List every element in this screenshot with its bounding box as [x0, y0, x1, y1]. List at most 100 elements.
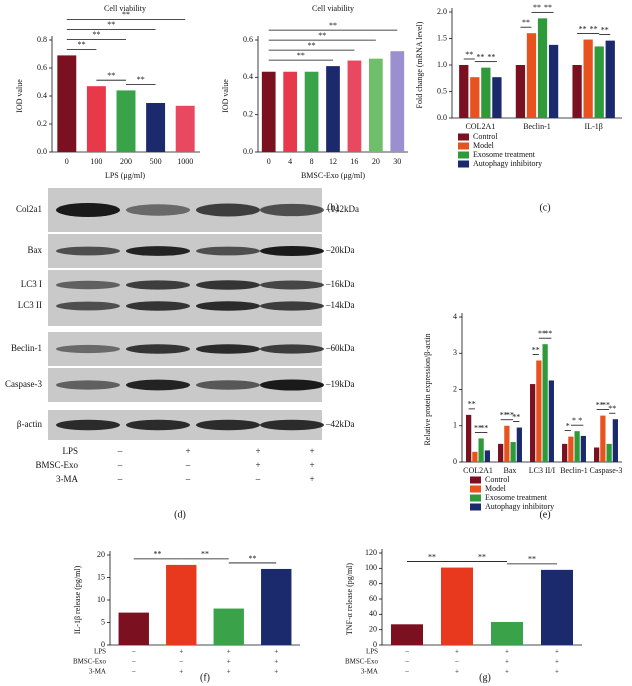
y-axis-label: Fold change (mRNA level) [415, 21, 424, 108]
x-tick-label: 0 [267, 157, 271, 166]
condition-sign: + [227, 648, 231, 656]
panel-label: (e) [539, 509, 550, 520]
x-axis-label: BMSC-Exo (μg/ml) [301, 171, 365, 180]
condition-sign: – [185, 460, 191, 470]
blot-band [196, 203, 260, 217]
legend-label: Control [473, 132, 498, 141]
blot-band [126, 419, 190, 431]
significance-label: ** [532, 345, 540, 354]
condition-sign: – [131, 668, 136, 676]
significance-label: ** [107, 20, 115, 29]
x-tick-label: 200 [120, 157, 132, 166]
significance-label: ** [308, 41, 316, 50]
bar [510, 442, 516, 462]
condition-sign: + [555, 658, 559, 666]
legend-swatch [458, 160, 469, 168]
condition-sign: – [179, 658, 184, 666]
bar [57, 55, 77, 152]
significance-label: ** [506, 411, 514, 420]
condition-sign: + [505, 648, 509, 656]
blot-panel [48, 270, 322, 326]
legend-swatch [458, 151, 469, 159]
significance-label: ** [480, 423, 488, 432]
x-tick-label: LC3 II/I [529, 466, 556, 475]
y-tick-label: 0.2 [37, 119, 47, 128]
condition-sign: + [555, 648, 559, 656]
condition-sign: + [179, 648, 183, 656]
legend-swatch [458, 142, 469, 150]
blot-band [126, 246, 190, 256]
condition-sign: – [404, 668, 409, 676]
x-tick-label: 30 [393, 157, 401, 166]
legend-label: Autophagy inhibitory [485, 502, 554, 511]
legend-swatch [470, 485, 481, 493]
significance-label: ** [512, 412, 520, 421]
x-tick-label: 4 [288, 157, 292, 166]
bar [304, 71, 319, 152]
x-tick-label: 1000 [177, 157, 193, 166]
blot-label: Bax [28, 245, 43, 255]
bar [548, 380, 554, 462]
blot-band [260, 419, 324, 431]
y-tick-label: 80 [369, 578, 377, 587]
legend-label: Model [473, 141, 495, 150]
bar [515, 65, 526, 118]
blot-band [196, 344, 260, 354]
significance-label: ** [596, 400, 604, 409]
y-tick-label: 0 [453, 457, 457, 466]
bar [606, 443, 612, 462]
blot-band [126, 344, 190, 354]
bar [492, 77, 502, 118]
bar [146, 103, 166, 152]
condition-sign: + [555, 668, 559, 676]
y-tick-label: 5 [101, 617, 105, 626]
legend-label: Model [485, 484, 507, 493]
y-tick-label: 15 [97, 572, 105, 581]
blot-band [260, 379, 324, 391]
y-axis-label: Relative protein expression/β-actin [423, 333, 432, 445]
bar [526, 33, 537, 119]
y-tick-label: 0.4 [243, 72, 253, 81]
condition-name: 3-MA [89, 668, 106, 676]
blot-band [126, 379, 190, 391]
bar [478, 438, 484, 462]
bar [481, 67, 491, 118]
condition-name: 3-MA [361, 668, 378, 676]
x-tick-label: COL2A1 [463, 466, 493, 475]
condition-sign: + [274, 648, 278, 656]
bar [491, 622, 523, 645]
condition-sign: + [455, 668, 459, 676]
blot-band [126, 280, 190, 290]
significance-label: ** [78, 40, 86, 49]
bar [369, 58, 383, 152]
y-tick-label: 0.4 [37, 91, 47, 100]
panel-label: (b) [327, 202, 339, 213]
y-tick-label: 60 [369, 594, 377, 603]
condition-sign: + [274, 668, 278, 676]
condition-sign: – [404, 648, 409, 656]
bar [390, 51, 405, 153]
bar [572, 65, 582, 118]
y-tick-label: 100 [365, 563, 377, 572]
bar [472, 451, 478, 462]
bar [283, 71, 297, 152]
x-tick-label: Bax [504, 466, 517, 475]
significance-label: ** [92, 30, 100, 39]
y-tick-label: 1.0 [437, 60, 447, 69]
chart-title: Cell viability [104, 4, 146, 13]
bar [605, 40, 615, 119]
condition-sign: + [255, 446, 260, 456]
significance-label: ** [544, 329, 552, 338]
y-tick-label: 0.8 [37, 35, 47, 44]
blot-band [260, 301, 324, 311]
condition-sign: + [179, 668, 183, 676]
panel-label: (d) [174, 509, 186, 520]
significance-label: ** [107, 71, 115, 80]
x-tick-label: COL2A1 [465, 122, 495, 131]
legend-swatch [470, 503, 481, 511]
blot-label: LC3 II [18, 300, 42, 310]
blot-label: LC3 I [21, 279, 42, 289]
y-tick-label: 3 [453, 348, 457, 357]
x-tick-label: 8 [310, 157, 314, 166]
blot-size: –142kDa [325, 204, 359, 214]
